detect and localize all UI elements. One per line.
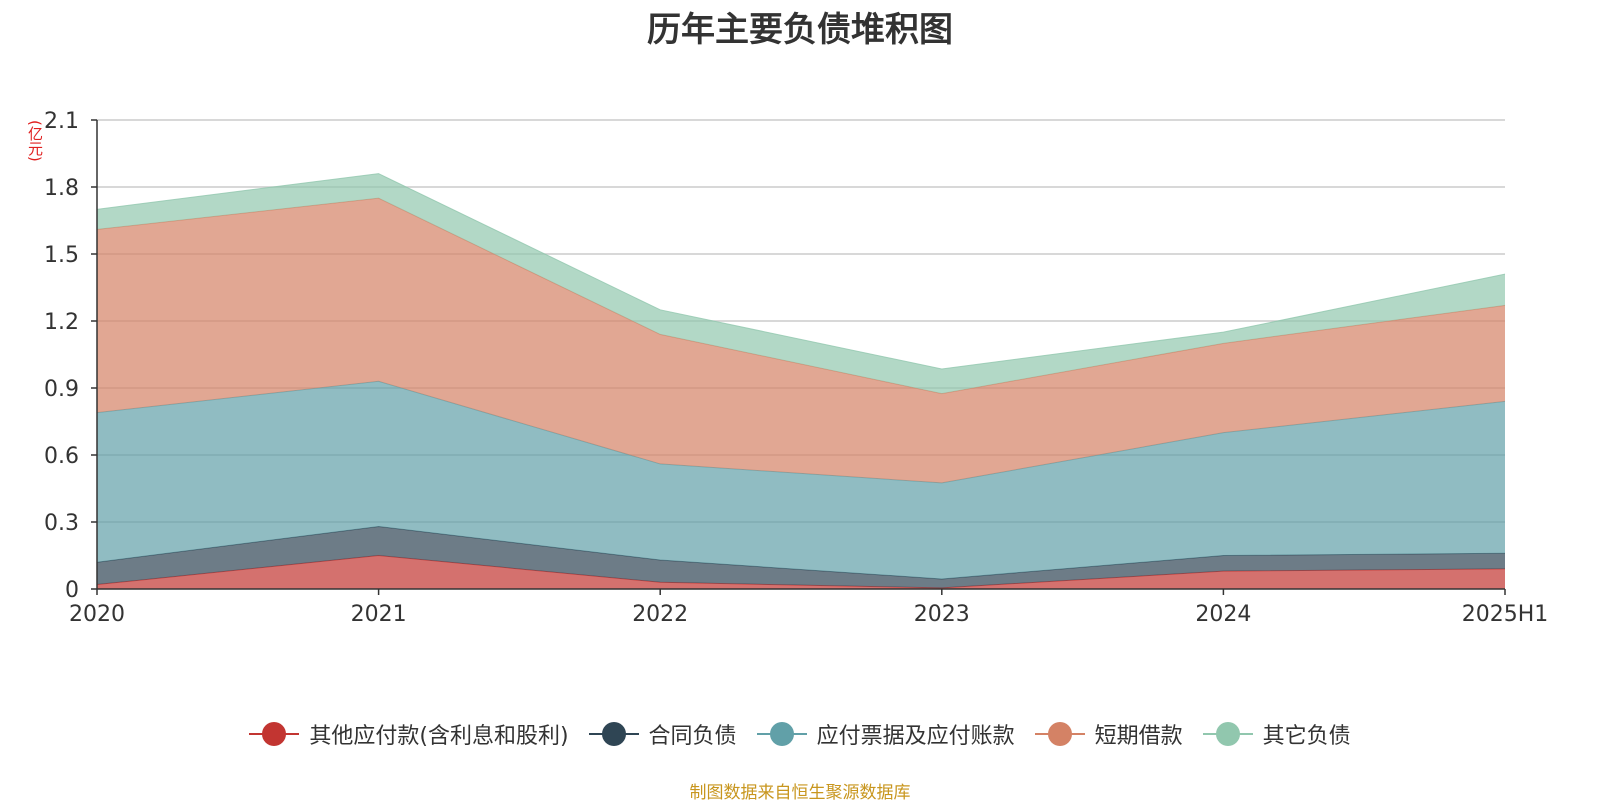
area-series-3	[97, 381, 1505, 579]
legend-label: 合同负债	[648, 724, 737, 749]
y-tick-label: 0.3	[44, 511, 79, 536]
x-tick-label: 2023	[914, 602, 970, 627]
legend-item-4[interactable]: 短期借款	[1034, 718, 1183, 750]
x-tick-label: 2021	[351, 602, 407, 627]
legend-marker-icon	[756, 722, 807, 746]
x-tick-label: 2025H1	[1462, 602, 1549, 627]
source-note: 制图数据来自恒生聚源数据库	[689, 783, 911, 803]
legend-marker-icon	[1202, 722, 1253, 746]
area-series-4	[97, 198, 1505, 483]
legend-label: 短期借款	[1094, 724, 1183, 749]
legend-marker-icon	[249, 722, 300, 746]
area-edge-series-2	[96, 525, 1506, 580]
legend-item-2[interactable]: 合同负债	[588, 718, 737, 750]
y-tick-label: 0.6	[44, 444, 79, 469]
legend-item-3[interactable]: 应付票据及应付账款	[756, 718, 1015, 750]
y-tick-label: 0.9	[44, 377, 79, 402]
chart-title: 历年主要负债堆积图	[647, 10, 953, 50]
y-tick-label: 1.8	[44, 176, 79, 201]
legend-label: 其它负债	[1262, 724, 1351, 749]
area-series-5	[97, 173, 1505, 394]
legend-marker-icon	[1034, 722, 1085, 746]
y-tick-label: 2.1	[44, 109, 79, 134]
area-series-2	[97, 526, 1505, 588]
y-tick-label: 0	[65, 578, 79, 603]
area-edge-series-5	[96, 173, 1506, 370]
legend-marker-icon	[588, 722, 639, 746]
legend-item-1[interactable]: 其他应付款(含利息和股利)	[249, 718, 569, 750]
x-tick-label: 2024	[1195, 602, 1251, 627]
legend: 其他应付款(含利息和股利) 合同负债 应付票据及应付账款 短期借款 其它负债	[0, 718, 1600, 750]
y-axis-unit-label: (亿元)	[26, 120, 44, 162]
x-tick-label: 2022	[632, 602, 688, 627]
legend-item-5[interactable]: 其它负债	[1202, 718, 1351, 750]
legend-label: 应付票据及应付账款	[816, 724, 1015, 749]
x-tick-label: 2020	[69, 602, 125, 627]
y-tick-label: 1.2	[44, 310, 79, 335]
stacked-area-chart: 0 0.3 0.6 0.9 1.2 1.5 1.8 2.1 2020 2021 2022 2023 20…	[44, 109, 1549, 627]
y-tick-label: 1.5	[44, 243, 79, 268]
legend-label: 其他应付款(含利息和股利)	[309, 724, 569, 749]
area-series-1	[97, 555, 1505, 589]
